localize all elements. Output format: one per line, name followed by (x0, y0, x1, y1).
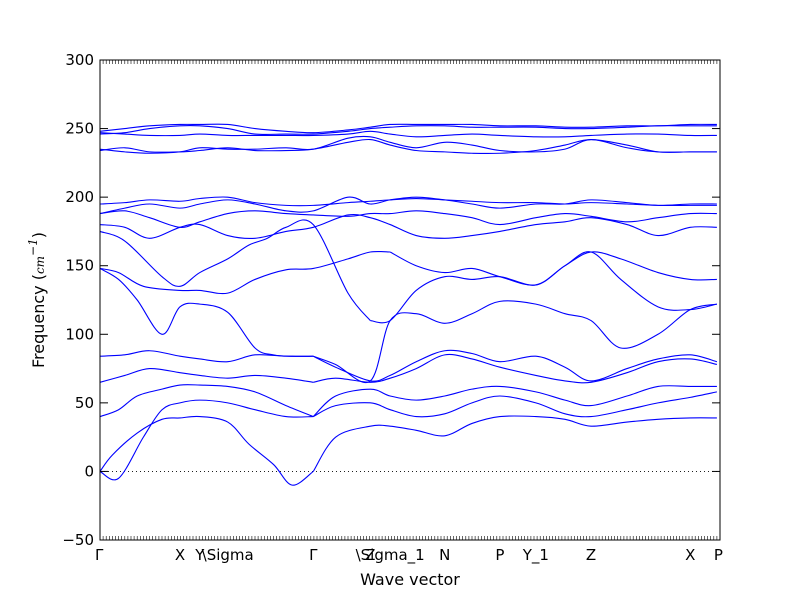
band-line-5 (99, 384, 314, 418)
band-line-10 (313, 349, 718, 382)
band-line-12 (313, 300, 718, 384)
band-line-22 (99, 135, 717, 154)
y-axis-label: Frequency (cm−1) (26, 232, 48, 368)
plot-frame (99, 59, 721, 541)
y-tick-label: 250 (65, 120, 94, 138)
y-tick-label: 300 (65, 51, 94, 69)
y-axis-label-unit: cm (33, 256, 47, 274)
y-axis-label-text: Frequency ( (29, 274, 48, 368)
x-tick-label: Y (194, 546, 205, 564)
band-line-16 (370, 251, 718, 324)
x-tick-label: N (439, 546, 450, 564)
y-tick-label: 150 (65, 257, 94, 275)
band-line-8 (313, 353, 718, 384)
band-line-20 (99, 196, 717, 207)
band-line-4 (313, 391, 718, 418)
y-tick-label: 100 (65, 325, 94, 343)
band-line-1 (99, 415, 314, 486)
y-axis-label-exponent: −1 (26, 238, 40, 256)
band-line-6 (312, 385, 717, 417)
band-line-18 (99, 210, 717, 228)
band-line-25 (99, 123, 717, 134)
band-line-24 (99, 130, 717, 138)
band-line-15 (99, 219, 371, 321)
series-layer (99, 123, 718, 486)
band-line-3 (99, 399, 314, 481)
x-tick-label: Y_1 (522, 546, 549, 565)
x-tick-label: \Sigma (202, 546, 254, 564)
band-line-11 (99, 267, 314, 357)
x-tick-label: \Sigma_1 (356, 546, 425, 565)
x-tick-label: Γ (309, 546, 318, 564)
y-tick-labels: −50 0 50 100 150 200 250 300 (62, 51, 94, 549)
band-line-13 (99, 250, 391, 295)
x-tick-label: X (175, 546, 185, 564)
y-axis-label-close: ) (29, 232, 48, 238)
y-tick-label: −50 (62, 531, 94, 549)
band-line-23 (99, 124, 717, 136)
x-axis-label: Wave vector (360, 570, 460, 589)
x-tick-label: X (685, 546, 695, 564)
y-tick-label: 0 (84, 462, 94, 480)
x-tick-label: Z (586, 546, 596, 564)
x-tick-label: Z (365, 546, 375, 564)
tick-layer (100, 59, 720, 541)
x-tick-label: Γ (95, 546, 104, 564)
x-tick-label: P (495, 546, 504, 564)
x-tick-label: P (714, 546, 723, 564)
band-line-7 (99, 368, 314, 383)
y-tick-label: 200 (65, 188, 94, 206)
x-tick-labels: Γ X Y\Sigma Γ Z\Sigma_1 N P Y_1 Z X P (95, 546, 723, 565)
band-line-2 (312, 415, 717, 472)
y-tick-label: 50 (75, 394, 94, 412)
